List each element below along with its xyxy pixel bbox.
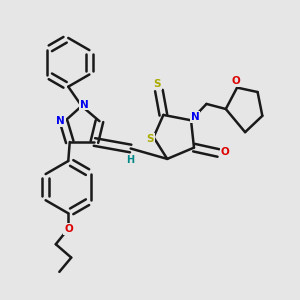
Text: S: S xyxy=(146,134,154,144)
Text: N: N xyxy=(56,116,65,126)
Text: O: O xyxy=(220,147,229,157)
Text: N: N xyxy=(80,100,88,110)
Text: H: H xyxy=(126,155,134,165)
Text: N: N xyxy=(190,112,199,122)
Text: O: O xyxy=(64,224,73,234)
Text: O: O xyxy=(232,76,241,86)
Text: S: S xyxy=(154,79,161,89)
